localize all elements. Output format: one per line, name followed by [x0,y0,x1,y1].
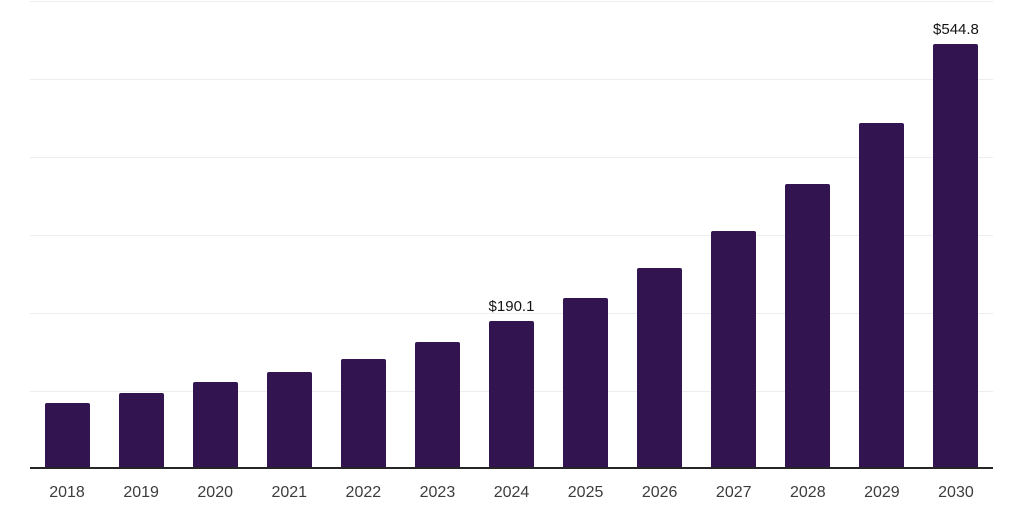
x-tick-label-2019: 2019 [123,484,159,501]
plot-area: $190.1 $544.8 [30,0,993,469]
bar-2025 [563,297,609,469]
bar-2026 [637,267,683,469]
x-tick-label-2018: 2018 [49,484,85,501]
x-tick-label-2021: 2021 [271,484,308,501]
bar-2021 [266,372,312,469]
bar-2024 [489,320,534,469]
x-tick-label-2023: 2023 [419,484,456,501]
bar-2028 [785,184,831,469]
bar-2019 [118,393,164,469]
gridline-400 [30,157,993,158]
gridline-600 [30,1,993,2]
bar-2030 [933,44,979,469]
x-tick-label-2029: 2029 [864,484,900,501]
bar-2022 [340,358,386,469]
data-label-2024: $190.1 [488,297,535,315]
x-tick-label-2024: 2024 [493,484,530,501]
x-tick-label-2025: 2025 [567,484,604,501]
gridline-500 [30,79,993,80]
bar-2018 [44,402,90,469]
x-tick-label-2020: 2020 [197,484,233,501]
bar-2029 [859,123,905,469]
x-tick-label-2027: 2027 [715,484,752,501]
gridline-300 [30,235,993,236]
bar-2027 [711,231,757,469]
gridline-200 [30,313,993,314]
x-tick-label-2026: 2026 [641,484,678,501]
data-label-2030: $544.8 [933,21,979,39]
x-axis-line [30,467,993,469]
bar-2020 [192,382,238,469]
x-tick-label-2030: 2030 [938,484,974,501]
x-tick-label-2022: 2022 [345,484,382,501]
x-tick-label-2028: 2028 [790,484,826,501]
bar-2023 [414,342,460,469]
